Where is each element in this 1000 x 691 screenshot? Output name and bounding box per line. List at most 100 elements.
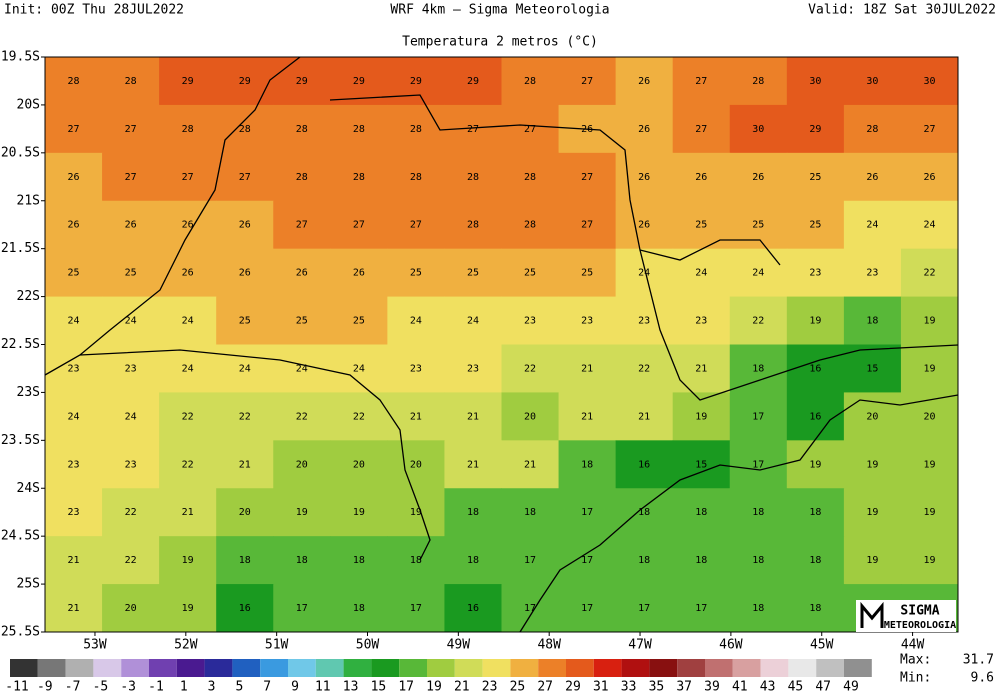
temp-cell [273,152,331,202]
temp-value: 17 [752,411,764,422]
colorbar-label: 1 [180,680,188,691]
temp-cell [102,392,160,441]
temp-value: 18 [695,555,707,566]
temp-cell [900,344,959,393]
max-value: 31.7 [963,653,994,668]
temp-cell [159,152,217,202]
temp-cell [45,536,103,585]
temp-cell [444,200,502,250]
temp-cell [786,152,845,202]
temp-value: 24 [182,316,194,327]
temp-value: 28 [524,220,536,231]
temp-value: 26 [125,220,137,231]
colorbar-label: 47 [815,680,831,691]
temp-cell [330,296,388,345]
temp-cell [444,57,502,106]
colorbar-box [566,659,594,677]
temp-value: 17 [296,603,308,614]
temp-value: 26 [182,268,194,279]
temp-cell [615,584,674,633]
temp-value: 24 [695,268,707,279]
lat-label: 25.5S [1,625,40,640]
temp-value: 27 [68,124,80,135]
temp-cell [900,536,959,585]
temp-value: 24 [68,411,80,422]
temp-cell [159,104,217,154]
temp-cell [273,536,331,585]
temp-value: 25 [752,220,764,231]
temp-cell [102,584,160,633]
lon-label: 44W [901,638,925,653]
temp-value: 18 [752,363,764,374]
temp-cell [843,248,902,298]
temp-cell [330,152,388,202]
temp-cell [786,248,845,298]
temp-value: 21 [581,411,593,422]
temp-value: 28 [524,76,536,87]
temp-value: 26 [866,172,878,183]
colorbar-label: -11 [5,680,28,691]
colorbar-box [371,659,400,677]
temp-value: 19 [182,555,194,566]
temp-cell [615,536,674,585]
colorbar-label: 45 [788,680,804,691]
temp-cell [387,248,445,298]
temp-cell [558,392,617,441]
colorbar-label: 37 [676,680,692,691]
temp-value: 19 [695,411,707,422]
temp-value: 17 [638,603,650,614]
temp-cell [558,440,617,489]
temp-value: 18 [809,507,821,518]
temp-value: 25 [239,316,251,327]
temp-cell [843,104,902,154]
temp-value: 22 [752,316,764,327]
temp-value: 23 [638,316,650,327]
colorbar-box [427,659,455,677]
temp-cell [102,536,160,585]
temp-value: 25 [296,316,308,327]
model-label: WRF 4km — Sigma Meteorologia [390,3,609,18]
colorbar-label: 21 [454,680,470,691]
temp-cell [501,488,560,537]
temp-cell [729,104,788,154]
temp-value: 21 [467,411,479,422]
colorbar-label: 3 [208,680,216,691]
temp-value: 20 [353,459,365,470]
colorbar-box [288,659,316,677]
temp-cell [387,296,445,345]
temp-cell [501,152,560,202]
colorbar-label: -3 [120,680,136,691]
min-value: 9.6 [971,671,994,686]
temp-value: 24 [125,411,137,422]
colorbar-box [538,659,566,677]
temp-value: 26 [638,220,650,231]
temp-value: 30 [866,76,878,87]
temp-cell [558,57,617,106]
temp-value: 26 [68,220,80,231]
temp-value: 18 [524,507,536,518]
lon-label: 47W [628,638,652,653]
temp-value: 24 [410,316,422,327]
temp-value: 24 [923,220,935,231]
temp-cell [159,392,217,441]
temp-value: 22 [524,363,536,374]
temp-value: 18 [410,555,422,566]
temp-cell [900,57,959,106]
temp-cell [729,536,788,585]
colorbar-box [677,659,705,677]
temp-value: 19 [296,507,308,518]
temp-cell [501,104,560,154]
temp-value: 23 [410,363,422,374]
lon-label: 50W [356,638,380,653]
temp-cell [843,536,902,585]
temp-value: 18 [866,316,878,327]
temp-cell [444,296,502,345]
lon-label: 52W [174,638,198,653]
temp-cell [216,440,274,489]
temp-value: 27 [695,76,707,87]
borders [44,56,959,633]
temp-value: 22 [182,459,194,470]
colorbar-label: 11 [315,680,331,691]
colorbar-box [260,659,288,677]
